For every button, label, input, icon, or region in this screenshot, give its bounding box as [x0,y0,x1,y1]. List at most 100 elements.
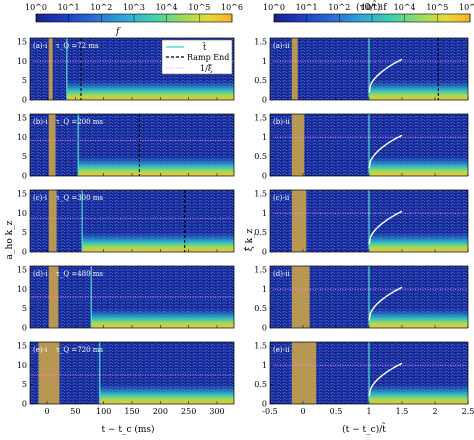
panel-label: (d)-ii [273,270,291,278]
tau-q-label: τ_Q =200 ms [56,118,103,126]
heatmap-bright-region [369,232,468,252]
legend-label-that: t̂ [202,41,207,52]
growth-curve [368,134,403,169]
tau-q-label: τ_Q =480 ms [56,270,103,278]
y-tick-label: 0 [262,172,267,181]
y-tick-label: 15 [17,265,27,274]
y-tick-label: 5 [22,380,27,389]
y-tick-label: 0 [262,248,267,257]
left-ylabel: a_ho k_z [5,220,15,259]
heatmap-bright-region [369,80,468,100]
y-tick-label: 0.5 [254,152,267,161]
heatmap-bright-region [369,308,468,328]
x-tick-label: 250 [181,407,196,416]
y-tick-label: 5 [22,76,27,85]
colorbar-tick-label: 10^3 [123,3,145,12]
y-tick-label: 15 [17,113,27,122]
y-tick-label: 10 [17,133,27,142]
y-tick-label: 1 [262,209,267,218]
heatmap-bright-region [78,156,235,176]
colorbar-tick-label: 10^3 [361,3,383,12]
legend: t̂ Ramp End 1/ξ̂ [161,39,233,75]
shaded-band [48,190,57,252]
x-tick-label: 300 [209,407,224,416]
x-tick-label: 150 [124,407,139,416]
shaded-band [291,38,298,100]
right-column-panels: (a)-ii 0 0.5 1 1.5 (b)-ii 0 0.5 1 1.5 (c)-ii 0 0.5 1 1… [254,37,474,416]
shaded-band [291,342,317,404]
left-column-panels: (a)-i τ_Q =72 ms 0 5 10 15 (b)-i τ_Q =200 ms 0 5 1… [17,37,235,416]
heatmap-panel: (b)-ii 0 0.5 1 1.5 [254,113,469,181]
legend-label-inv-xi: 1/ξ̂ [200,64,213,73]
colorbar-tick-label: 10^1 [296,3,318,12]
x-tick-label: 100 [96,407,111,416]
heatmap-bright-region [369,156,468,176]
colorbar-tick-label: 10^5 [188,3,210,12]
heatmap-bright-region [91,308,234,328]
x-tick-label: 2 [432,407,437,416]
y-tick-label: 5 [22,152,27,161]
panel-label: (e)-i [33,346,48,354]
shaded-band [291,114,305,176]
y-tick-label: 0.5 [254,76,267,85]
x-tick-label: 0 [44,407,49,416]
colorbar-tick-label: 10^0 [25,3,47,12]
shaded-band [38,342,60,404]
heatmap-bright-region [99,384,234,404]
y-tick-label: 0 [262,324,267,333]
shaded-band [291,266,310,328]
heatmap-panel: (d)-i τ_Q =480 ms 0 5 10 15 [17,265,235,333]
y-tick-label: 0 [22,248,27,257]
x-tick-label: -0.5 [262,407,277,416]
shaded-band [48,266,59,328]
y-tick-label: 1 [262,133,267,142]
tau-q-label: τ_Q =300 ms [56,194,103,202]
colorbar-tick-label: 10^1 [58,3,80,12]
heatmap-bright-region [66,80,234,100]
colorbar-left-label: f [115,27,121,37]
heatmap-panel: (c)-ii 0 0.5 1 1.5 [254,189,469,257]
shaded-band [291,190,307,252]
tau-q-label: τ_Q =72 ms [56,42,99,50]
y-tick-label: 1.5 [254,37,267,46]
y-tick-label: 15 [17,189,27,198]
y-tick-label: 0 [22,172,27,181]
y-tick-label: 10 [17,57,27,66]
y-tick-label: 0 [22,96,27,105]
y-tick-label: 1 [262,361,267,370]
x-tick-label: 50 [70,407,80,416]
y-tick-label: 1.5 [254,265,267,274]
colorbar-tick-label: 10^6 [221,3,243,12]
y-tick-label: 0 [22,324,27,333]
y-tick-label: 10 [17,361,27,370]
panel-label: (d)-i [33,270,48,278]
x-tick-label: 2.5 [462,407,474,416]
heatmap-panel: (c)-i τ_Q =300 ms 0 5 10 15 [17,189,235,257]
colorbar-left: 10^0 10^1 10^2 10^3 10^4 10^5 10^6 f [25,3,243,37]
y-tick-label: 1.5 [254,341,267,350]
panel-label: (c)-ii [273,194,290,202]
y-tick-label: 10 [17,209,27,218]
y-tick-label: 0.5 [254,380,267,389]
panel-label: (e)-ii [273,346,290,354]
left-xlabel: t − t_c (ms) [101,424,154,435]
heatmap-bright-region [82,232,234,252]
panel-label: (a)-i [33,42,48,50]
shaded-band [48,114,56,176]
y-tick-label: 1.5 [254,189,267,198]
colorbar-tick-label: 10^0 [263,3,285,12]
panel-label: (b)-ii [273,118,291,126]
y-tick-label: 0.5 [254,228,267,237]
right-ylabel: ξ̂ k_z [244,228,255,251]
legend-label-ramp-end: Ramp End [187,53,229,62]
panel-label: (c)-i [33,194,48,202]
y-tick-label: 0 [22,400,27,409]
colorbar-right: 10^0 10^1 10^2 10^3 10^4 10^5 10^6 (τ0/t̂) f [263,0,474,23]
heatmap-panel: (d)-ii 0 0.5 1 1.5 [254,265,469,333]
y-tick-label: 0 [262,96,267,105]
y-tick-label: 1.5 [254,113,267,122]
colorbar-tick-label: 10^5 [426,3,448,12]
panel-label: (a)-ii [273,42,290,50]
y-tick-label: 1 [262,285,267,294]
